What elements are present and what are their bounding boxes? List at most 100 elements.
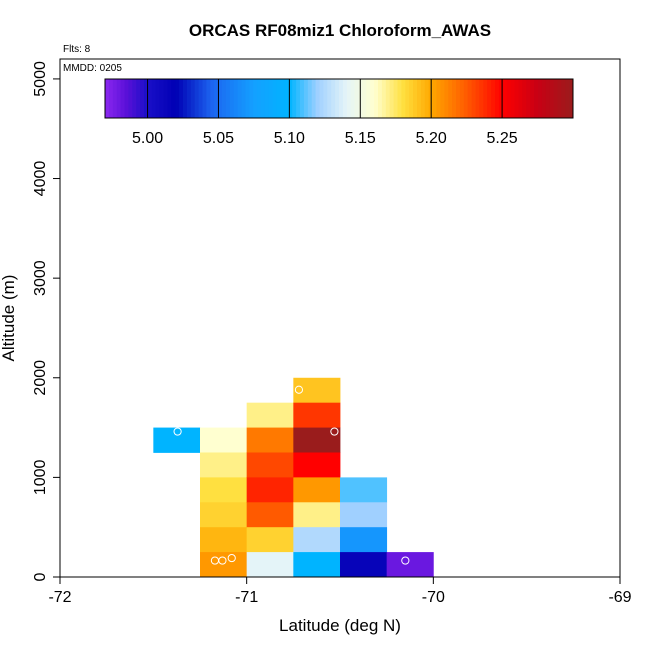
- colorbar-segment: [436, 79, 441, 118]
- colorbar-segment: [413, 79, 418, 118]
- colorbar-segment: [502, 79, 508, 118]
- colorbar-segment: [183, 79, 188, 118]
- x-tick-label: -69: [608, 589, 631, 606]
- colorbar-segment: [280, 79, 285, 118]
- colorbar-segment: [186, 79, 192, 118]
- y-axis-label: Altitude (m): [0, 275, 18, 362]
- y-tick-label: 1000: [32, 459, 49, 495]
- colorbar-segment: [222, 79, 227, 118]
- colorbar-segment: [120, 79, 125, 118]
- colorbar-segment: [300, 79, 305, 118]
- colorbar-segment: [381, 79, 387, 118]
- colorbar-segment: [491, 79, 496, 118]
- colorbar-segment: [479, 79, 484, 118]
- colorbar-segment: [346, 79, 352, 118]
- colorbar-segment: [249, 79, 254, 118]
- colorbar-segment: [124, 79, 129, 118]
- colorbar-segment: [245, 79, 250, 118]
- heatmap-cell: [246, 402, 294, 428]
- colorbar-segment: [541, 79, 547, 118]
- colorbar-segment: [253, 79, 258, 118]
- colorbar-segment: [518, 79, 523, 118]
- colorbar-segment: [440, 79, 445, 118]
- colorbar-segment: [140, 79, 145, 118]
- colorbar-segment: [393, 79, 398, 118]
- colorbar-segment: [370, 79, 375, 118]
- colorbar-segment: [456, 79, 461, 118]
- colorbar-tick-label: 5.20: [416, 130, 447, 147]
- heatmap-cell: [246, 427, 294, 453]
- y-tick-label: 0: [32, 572, 49, 581]
- x-axis-label: Latitude (deg N): [279, 616, 401, 635]
- colorbar-segment: [210, 79, 215, 118]
- colorbar-segment: [179, 79, 184, 118]
- colorbar-segment: [151, 79, 157, 118]
- colorbar-segment: [463, 79, 469, 118]
- colorbar-segment: [112, 79, 118, 118]
- colorbar-segment: [132, 79, 137, 118]
- colorbar-segment: [401, 79, 406, 118]
- heatmap-cell: [293, 377, 341, 404]
- colorbar-segment: [190, 79, 196, 118]
- colorbar-segment: [385, 79, 391, 118]
- colorbar-segment: [257, 79, 262, 118]
- y-tick-label: 4000: [32, 161, 49, 197]
- colorbar-segment: [487, 79, 492, 118]
- colorbar-segment: [561, 79, 566, 118]
- heatmap-cell: [386, 552, 434, 578]
- colorbar-segment: [506, 79, 512, 118]
- plot-frame: [59, 58, 621, 578]
- colorbar-segment: [514, 79, 519, 118]
- colorbar-segment: [311, 79, 317, 118]
- colorbar-segment: [432, 79, 437, 118]
- colorbar-segment: [420, 79, 426, 118]
- axes: -72 -71 -70 -69 0 1000 2000 3000 4000 5000: [32, 58, 632, 606]
- colorbar-segment: [444, 79, 449, 118]
- heatmap-cell: [200, 452, 248, 478]
- x-tick-label: -72: [48, 589, 71, 606]
- colorbar-segment: [198, 79, 203, 118]
- colorbar-segment: [303, 79, 309, 118]
- colorbar: 5.00 5.05 5.10 5.15 5.20 5.25: [104, 78, 574, 147]
- heatmap-cell: [293, 477, 341, 503]
- heatmap-cell: [293, 552, 341, 578]
- y-tick-label: 3000: [32, 260, 49, 296]
- colorbar-segment: [319, 79, 324, 118]
- colorbar-segment: [105, 79, 110, 118]
- colorbar-segment: [448, 79, 453, 118]
- colorbar-frame: [104, 78, 574, 119]
- colorbar-segment: [362, 79, 367, 118]
- colorbar-segment: [549, 79, 554, 118]
- colorbar-segment: [569, 79, 574, 118]
- y-tick-label: 5000: [32, 61, 49, 97]
- colorbar-segment: [237, 79, 242, 118]
- colorbar-segment: [417, 79, 422, 118]
- flights-label: Flts: 8: [63, 44, 91, 55]
- colorbar-segment: [284, 79, 289, 118]
- heatmap-cell: [153, 427, 201, 453]
- colorbar-segment: [175, 79, 180, 118]
- colorbar-segment: [202, 79, 207, 118]
- colorbar-segment: [323, 79, 328, 118]
- colorbar-segment: [159, 79, 164, 118]
- colorbar-segment: [405, 79, 410, 118]
- heatmap-cell: [200, 502, 248, 528]
- colorbar-segment: [225, 79, 231, 118]
- heatmap-cell: [246, 527, 294, 553]
- heatmap-cell: [293, 527, 341, 553]
- colorbar-segment: [378, 79, 383, 118]
- colorbar-segment: [553, 79, 558, 118]
- colorbar-segment: [471, 79, 476, 118]
- colorbar-segment: [475, 79, 480, 118]
- heatmap-cell: [200, 527, 248, 553]
- colorbar-segment: [264, 79, 270, 118]
- colorbar-segment: [268, 79, 274, 118]
- colorbar-tick-label: 5.05: [203, 130, 234, 147]
- colorbar-segment: [389, 79, 395, 118]
- heatmap-cell: [200, 427, 248, 453]
- heatmap-cell: [246, 477, 294, 503]
- heatmap-cell: [340, 552, 388, 578]
- colorbar-segment: [467, 79, 473, 118]
- colorbar-segment: [108, 79, 114, 118]
